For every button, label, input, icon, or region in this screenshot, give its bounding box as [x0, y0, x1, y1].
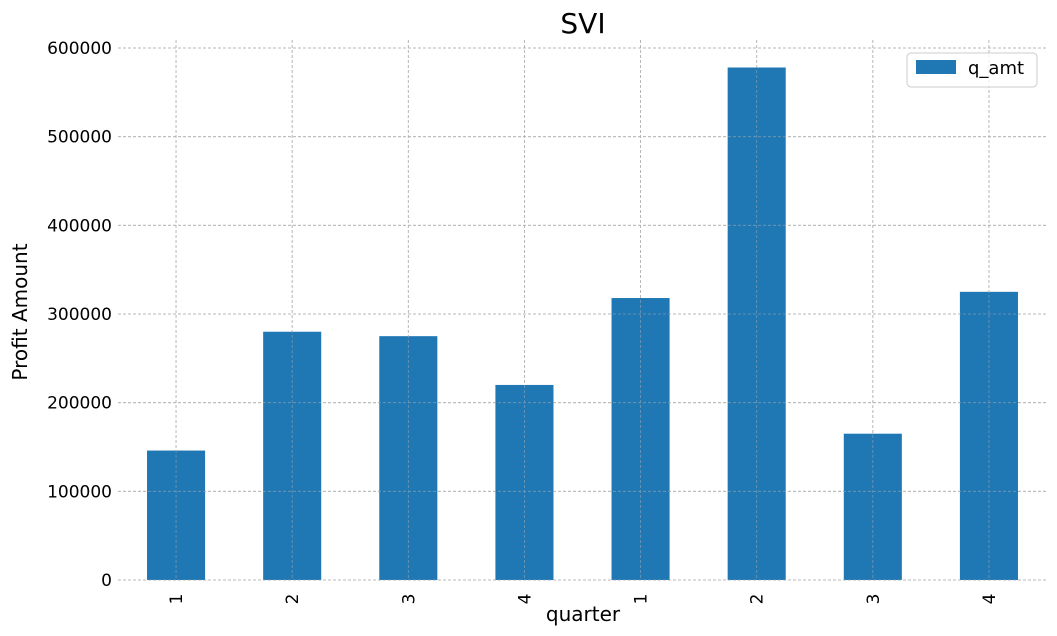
legend-swatch: [916, 60, 956, 74]
legend: q_amt: [906, 52, 1038, 88]
bars: [147, 67, 1018, 581]
x-tick-label: 2: [748, 594, 768, 605]
y-tick-label: 200000: [47, 394, 112, 414]
y-tick-label: 300000: [47, 305, 112, 325]
legend-label: q_amt: [968, 58, 1024, 79]
x-tick-label: 4: [515, 594, 535, 605]
x-tick-label: 1: [632, 594, 652, 605]
x-tick-label: 2: [283, 594, 303, 605]
y-tick-label: 500000: [47, 128, 112, 148]
x-tick-label: 3: [399, 594, 419, 605]
chart-title: SVI: [560, 7, 605, 40]
y-tick-label: 0: [101, 571, 112, 591]
y-tick-label: 400000: [47, 216, 112, 236]
y-axis-ticks: 0 100000 200000 300000 400000 500000 600000: [47, 39, 112, 591]
x-axis-ticks: 1 2 3 4 1 2 3 4: [167, 594, 1000, 605]
x-axis-label: quarter: [546, 602, 621, 626]
x-tick-label: 3: [864, 594, 884, 605]
bar: [727, 67, 786, 581]
y-tick-label: 600000: [47, 39, 112, 59]
grid: [118, 40, 1047, 581]
x-tick-label: 1: [167, 594, 187, 605]
y-tick-label: 100000: [47, 482, 112, 502]
y-axis-label: Profit Amount: [8, 243, 32, 380]
x-tick-label: 4: [980, 594, 1000, 605]
grid-overlay: [118, 40, 1047, 581]
